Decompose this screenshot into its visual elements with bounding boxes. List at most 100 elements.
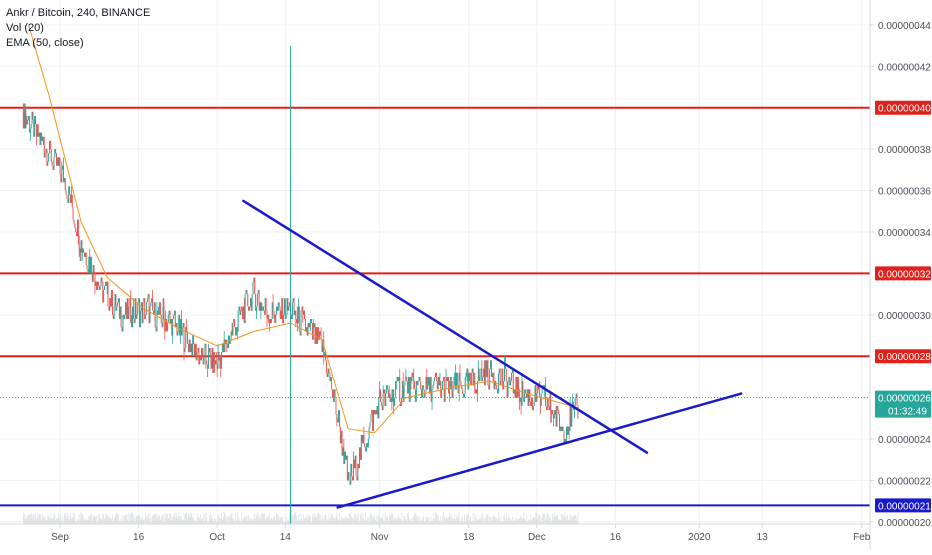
candle-body — [359, 447, 361, 460]
candle-body — [428, 376, 429, 386]
candle-body — [337, 418, 339, 423]
volume-bar — [258, 516, 260, 524]
volume-bar — [118, 513, 119, 524]
candle-body — [45, 149, 47, 154]
candle-body — [445, 376, 447, 390]
candle-body — [134, 298, 136, 324]
volume-bar — [146, 515, 148, 524]
candle-body — [511, 372, 512, 382]
candle-body — [512, 368, 514, 394]
volume-bar — [63, 520, 64, 524]
candle-body — [518, 389, 520, 402]
candle-body — [118, 298, 119, 303]
candle-body — [566, 426, 568, 435]
volume-bar — [353, 512, 355, 524]
volume-bar — [44, 516, 46, 524]
volume-bar — [359, 520, 360, 524]
trendline[interactable] — [242, 199, 649, 454]
candle-body — [129, 298, 131, 307]
volume-bar — [516, 517, 518, 524]
candle-body — [230, 331, 232, 340]
volume-bar — [212, 518, 214, 524]
candle-body — [84, 252, 85, 257]
volume-bar — [176, 516, 178, 524]
candle-body — [557, 405, 559, 411]
candle-body — [63, 178, 65, 183]
candle-body — [497, 389, 498, 394]
candle-body — [267, 314, 269, 319]
candle-body — [507, 381, 509, 398]
candle-body — [440, 381, 442, 398]
candle-body — [169, 310, 171, 324]
volume-bar — [221, 513, 222, 524]
candle-body — [345, 451, 347, 460]
volume-bar — [492, 515, 494, 524]
volume-bar — [379, 518, 381, 524]
candle-body — [406, 376, 408, 382]
volume-bar — [125, 514, 127, 524]
volume-bar — [327, 519, 329, 524]
volume-bar — [109, 518, 111, 524]
candle-body — [174, 310, 176, 328]
volume-bar — [278, 519, 280, 524]
countdown-label: 01:32:49 — [888, 407, 927, 418]
candle-body — [240, 310, 242, 315]
volume-bar — [404, 515, 406, 524]
volume-bar — [171, 519, 173, 524]
candle-body — [75, 227, 77, 232]
time-axis-label: 2020 — [688, 532, 711, 543]
candle-body — [346, 455, 348, 481]
candle-body — [396, 376, 398, 382]
candle-body — [398, 376, 400, 382]
trendline[interactable] — [336, 392, 743, 509]
candle-body — [405, 376, 407, 382]
candle-body — [90, 256, 92, 274]
volume-bar — [432, 520, 434, 524]
candle-body — [104, 281, 106, 286]
price-axis-label: 0.00000034 — [878, 228, 931, 239]
volume-bar — [202, 515, 204, 524]
candle-body — [389, 393, 391, 402]
volume-bar — [360, 514, 361, 524]
volume-bar — [325, 513, 326, 524]
volume-bar — [458, 512, 460, 524]
candle-body — [283, 314, 285, 324]
candle-body — [100, 277, 102, 286]
volume-bar — [427, 518, 429, 524]
price-axis-label: 0.00000022 — [878, 477, 931, 488]
volume-bar — [356, 519, 358, 524]
candle-body — [322, 339, 324, 353]
volume-bar — [22, 512, 24, 524]
volume-bar — [75, 521, 77, 524]
volume-bar — [415, 514, 417, 524]
volume-bar — [313, 512, 315, 524]
candle-body — [38, 132, 40, 137]
volume-bar — [524, 518, 526, 524]
volume-bar — [59, 520, 61, 524]
candle-body — [175, 323, 177, 328]
volume-bar — [505, 512, 507, 524]
candle-body — [94, 273, 96, 286]
volume-bar — [395, 519, 397, 524]
volume-bar — [125, 514, 126, 524]
candle-body — [539, 389, 540, 398]
volume-bar — [281, 516, 283, 524]
candle-body — [379, 389, 381, 398]
candle-body — [194, 343, 195, 357]
candle-body — [162, 306, 164, 328]
volume-bar — [85, 519, 87, 524]
candle-body — [430, 376, 432, 402]
candle-body — [125, 302, 126, 315]
candle-body — [515, 376, 517, 398]
candle-body — [284, 298, 286, 319]
volume-bar — [472, 513, 474, 524]
candle-body — [426, 376, 428, 390]
candle-body — [298, 306, 300, 332]
candle-body — [118, 298, 120, 319]
candle-body — [66, 194, 68, 199]
volume-bar — [346, 518, 348, 524]
volume-bar — [159, 515, 160, 524]
volume-bar — [118, 521, 120, 524]
